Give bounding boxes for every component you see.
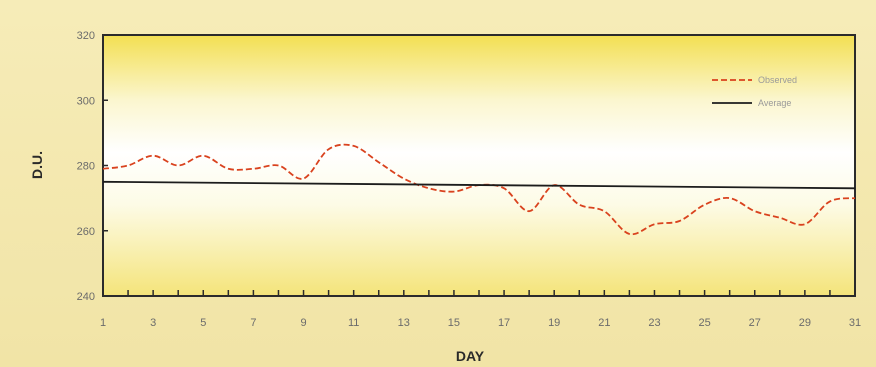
x-tick-label: 1 — [100, 317, 106, 329]
series-layer — [102, 143, 856, 236]
x-tick-label: 17 — [498, 317, 510, 329]
legend-label: Observed — [758, 75, 797, 85]
legend-label: Average — [758, 98, 791, 108]
x-tick-label: 21 — [598, 317, 610, 329]
x-tick-label: 27 — [749, 317, 761, 329]
x-tick-label: 11 — [348, 317, 359, 329]
x-tick-label: 29 — [799, 317, 811, 329]
x-axis: 1 3 5 7 9 11 13 15 17 19 21 23 25 27 29 31 — [100, 290, 861, 329]
x-tick-label: 3 — [150, 317, 156, 329]
x-tick-label: 5 — [200, 317, 206, 329]
x-tick-label: 13 — [398, 317, 410, 329]
legend: Observed Average — [712, 75, 797, 108]
y-axis: 240 260 280 300 320 — [77, 30, 108, 303]
y-tick-label: 300 — [77, 95, 95, 107]
x-tick-label: 7 — [250, 317, 256, 329]
x-axis-title: DAY — [456, 348, 485, 364]
x-tick-label: 25 — [698, 317, 710, 329]
y-tick-label: 240 — [77, 291, 95, 303]
x-tick-label: 31 — [849, 317, 861, 329]
x-tick-label: 15 — [448, 317, 460, 329]
y-tick-label: 280 — [77, 161, 95, 173]
x-tick-label: 19 — [548, 317, 560, 329]
x-tick-label: 23 — [648, 317, 660, 329]
y-tick-label: 260 — [77, 226, 95, 238]
series-line-average — [102, 180, 856, 190]
x-tick-label: 9 — [300, 317, 306, 329]
y-tick-label: 320 — [77, 30, 95, 42]
y-axis-title: D.U. — [29, 151, 45, 179]
plot-area — [102, 34, 856, 297]
